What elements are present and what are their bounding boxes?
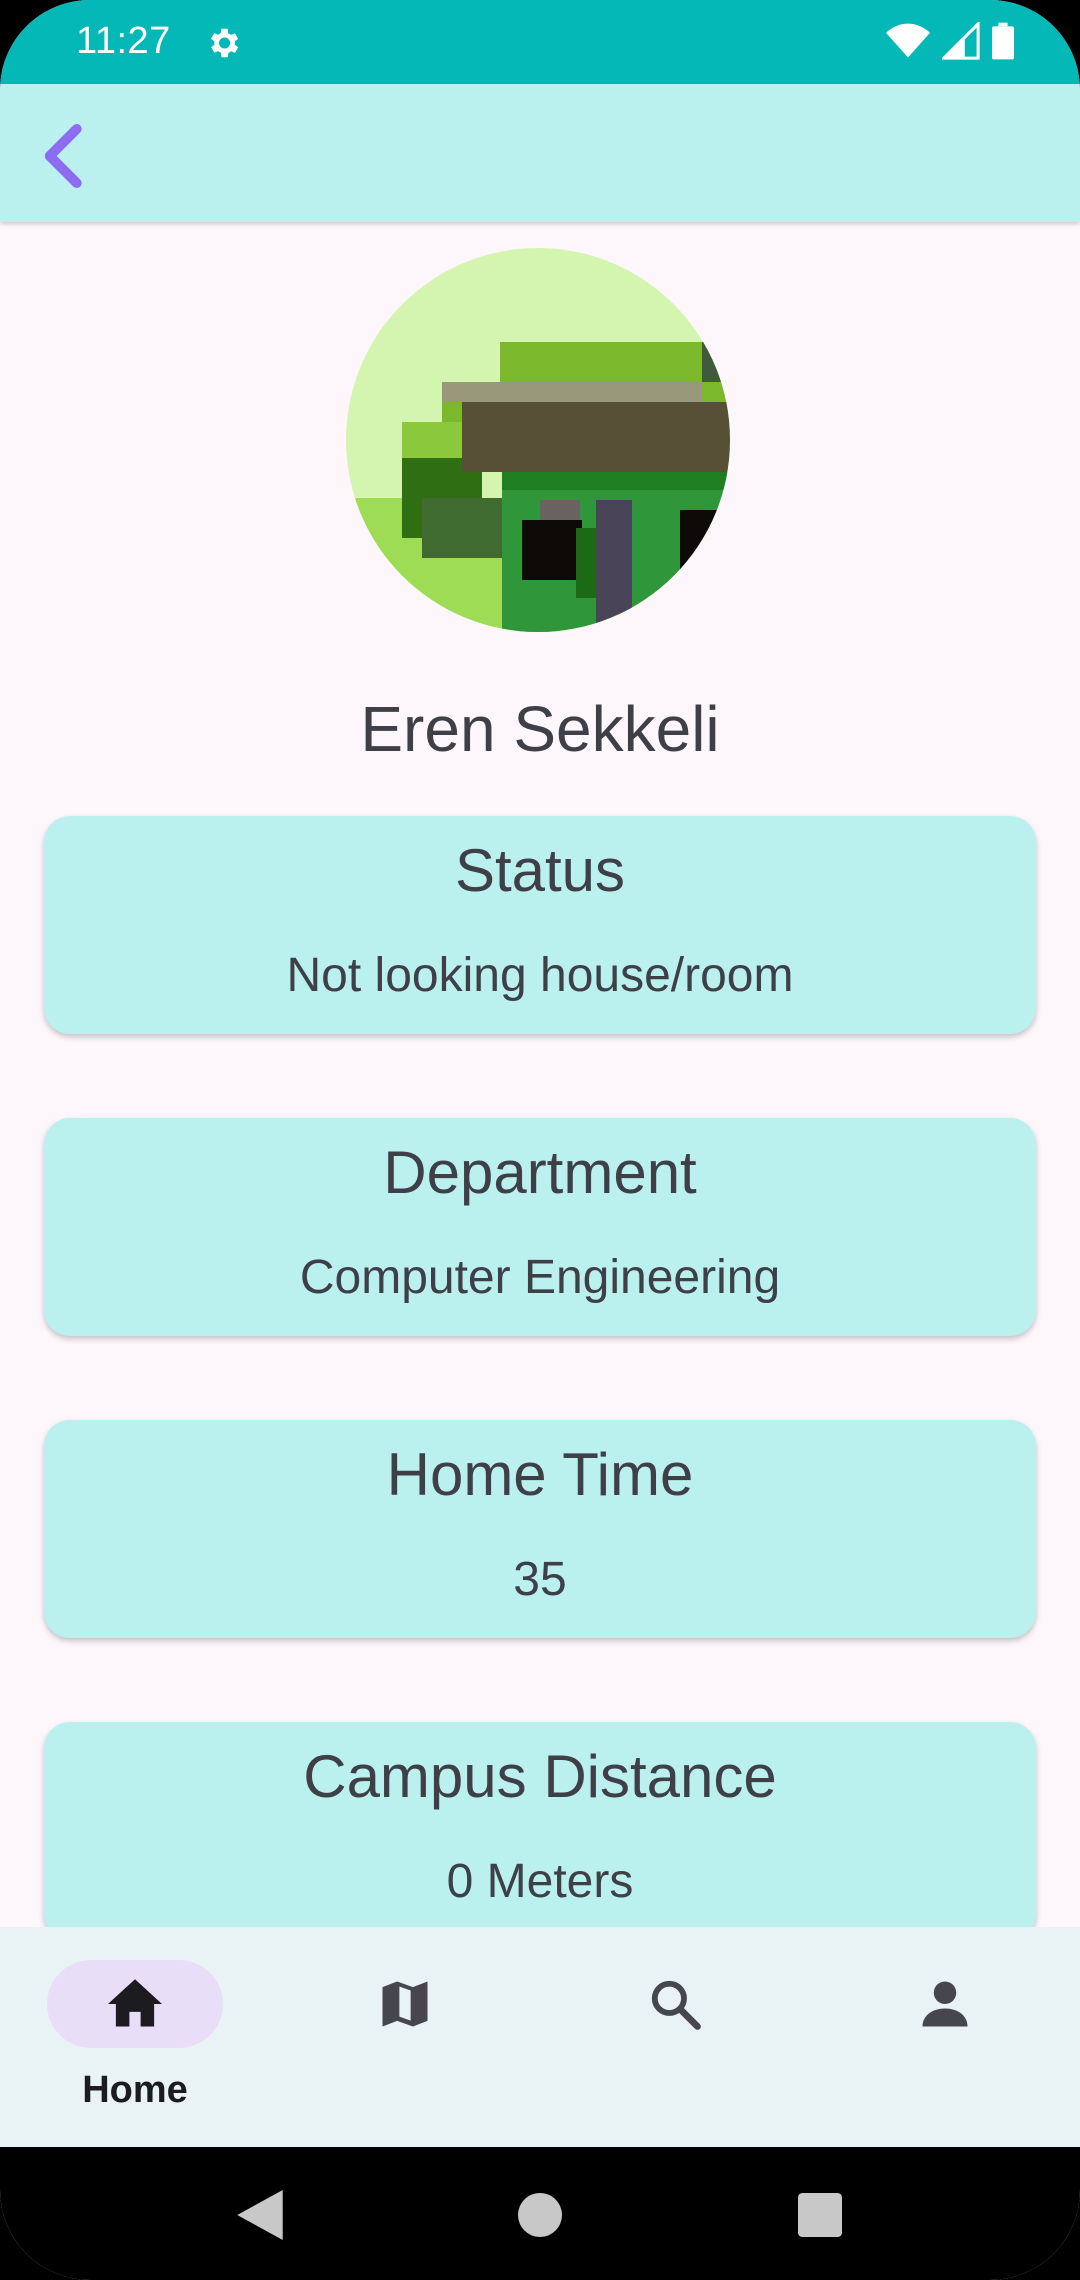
map-icon xyxy=(382,1981,428,2027)
bottom-navigation: Home xyxy=(0,1927,1080,2147)
nav-item-search[interactable] xyxy=(540,1927,810,2147)
nav-item-map[interactable] xyxy=(270,1927,540,2147)
chevron-left-icon xyxy=(44,124,82,188)
home-time-card: Home Time 35 xyxy=(44,1420,1036,1638)
avatar-image xyxy=(346,248,730,632)
user-name: Eren Sekkeli xyxy=(360,693,720,765)
card-title: Campus Distance xyxy=(303,1743,777,1810)
card-title: Status xyxy=(454,837,626,904)
system-home-button[interactable] xyxy=(510,2185,570,2245)
top-app-bar xyxy=(0,84,1080,222)
card-value: Not looking house/room xyxy=(286,949,794,1002)
nav-item-home[interactable]: Home xyxy=(0,1927,270,2147)
card-title: Home Time xyxy=(386,1441,694,1508)
wifi-icon xyxy=(886,23,930,58)
profile-content: Eren Sekkeli Status Not looking house/ro… xyxy=(0,222,1080,1927)
system-navigation-bar xyxy=(0,2147,1080,2280)
nav-item-profile[interactable] xyxy=(810,1927,1080,2147)
system-back-button[interactable] xyxy=(230,2185,290,2245)
system-recents-button[interactable] xyxy=(790,2185,850,2245)
home-icon xyxy=(108,1979,162,2027)
battery-icon xyxy=(992,22,1014,60)
back-button[interactable] xyxy=(22,116,102,196)
nav-active-indicator xyxy=(47,1960,223,2048)
person-icon xyxy=(922,1981,968,2027)
status-bar: 11:27 xyxy=(0,0,1080,84)
circle-home-icon xyxy=(518,2193,562,2237)
card-title: Department xyxy=(383,1139,697,1206)
campus-distance-card: Campus Distance 0 Meters xyxy=(44,1722,1036,1927)
settings-icon xyxy=(210,28,239,58)
square-recents-icon xyxy=(798,2193,842,2237)
card-value: 0 Meters xyxy=(446,1855,634,1908)
nav-label-home: Home xyxy=(82,2069,188,2111)
card-value: 35 xyxy=(513,1553,567,1606)
triangle-back-icon xyxy=(237,2190,283,2240)
status-time: 11:27 xyxy=(76,20,171,62)
signal-icon xyxy=(942,22,980,60)
status-card: Status Not looking house/room xyxy=(44,816,1036,1034)
department-card: Department Computer Engineering xyxy=(44,1118,1036,1336)
avatar[interactable] xyxy=(346,248,730,632)
search-icon xyxy=(651,1980,701,2030)
card-value: Computer Engineering xyxy=(299,1251,781,1304)
